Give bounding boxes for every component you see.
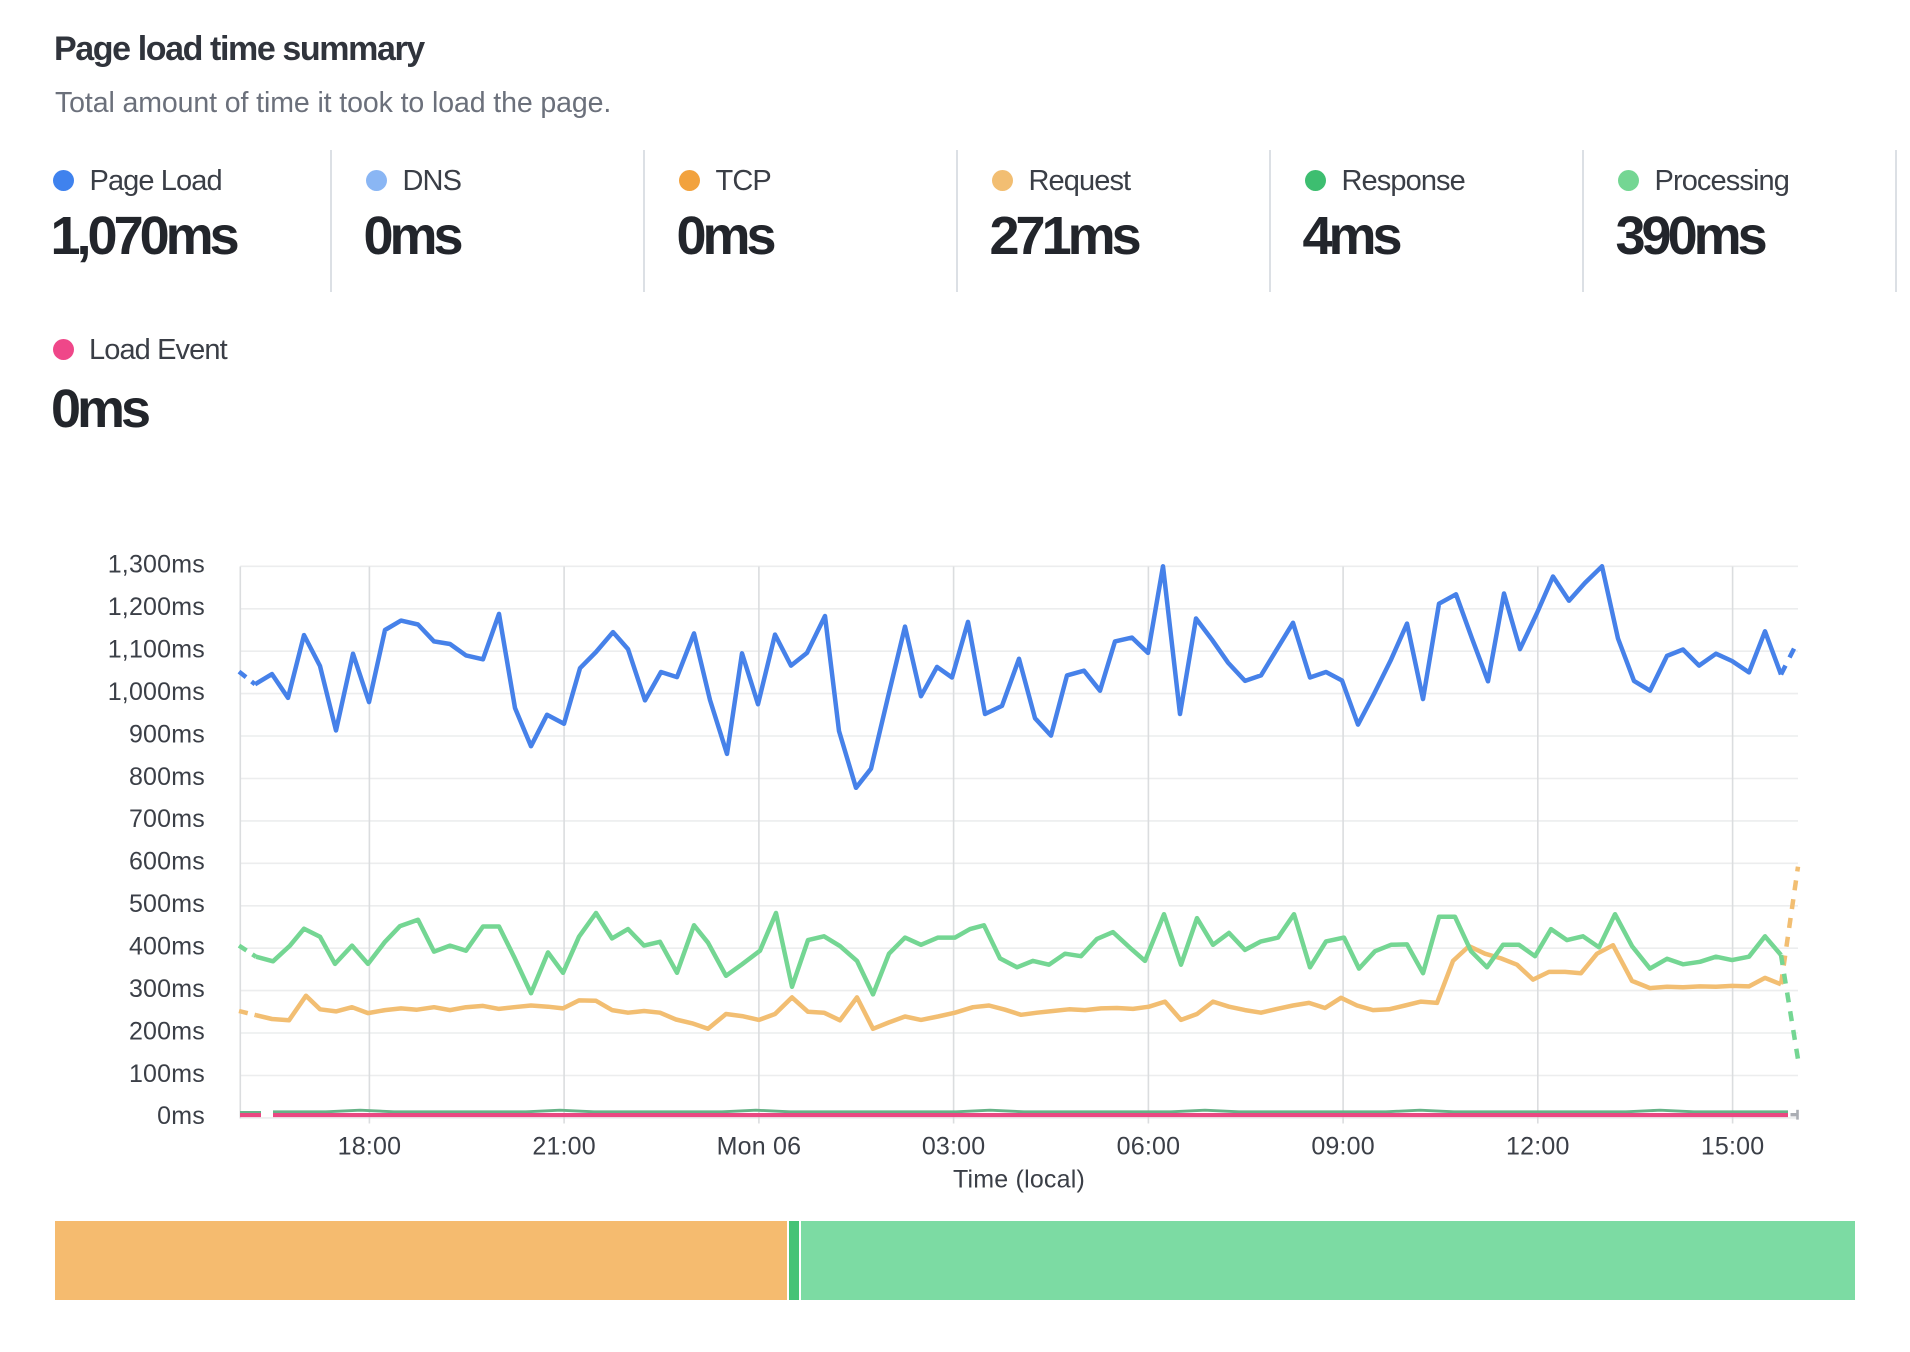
svg-text:09:00: 09:00 [1311, 1133, 1375, 1161]
svg-text:1,100ms: 1,100ms [108, 636, 205, 664]
svg-text:200ms: 200ms [129, 1017, 205, 1045]
svg-text:700ms: 700ms [129, 805, 205, 833]
svg-text:900ms: 900ms [129, 720, 205, 748]
svg-text:06:00: 06:00 [1117, 1133, 1181, 1161]
svg-text:1,300ms: 1,300ms [108, 551, 205, 579]
svg-text:0ms: 0ms [157, 1102, 205, 1130]
svg-text:500ms: 500ms [129, 890, 205, 918]
svg-text:12:00: 12:00 [1506, 1133, 1570, 1161]
svg-text:15:00: 15:00 [1701, 1133, 1765, 1161]
svg-text:100ms: 100ms [129, 1060, 205, 1088]
svg-text:400ms: 400ms [129, 933, 205, 961]
svg-text:03:00: 03:00 [922, 1133, 986, 1161]
svg-text:Time (local): Time (local) [953, 1166, 1085, 1194]
svg-text:600ms: 600ms [129, 848, 205, 876]
svg-text:Mon 06: Mon 06 [717, 1133, 802, 1161]
svg-text:18:00: 18:00 [338, 1133, 402, 1161]
svg-text:1,200ms: 1,200ms [108, 593, 205, 621]
svg-text:300ms: 300ms [129, 975, 205, 1003]
svg-text:800ms: 800ms [129, 763, 205, 791]
svg-text:21:00: 21:00 [532, 1133, 596, 1161]
svg-text:1,000ms: 1,000ms [108, 678, 205, 706]
